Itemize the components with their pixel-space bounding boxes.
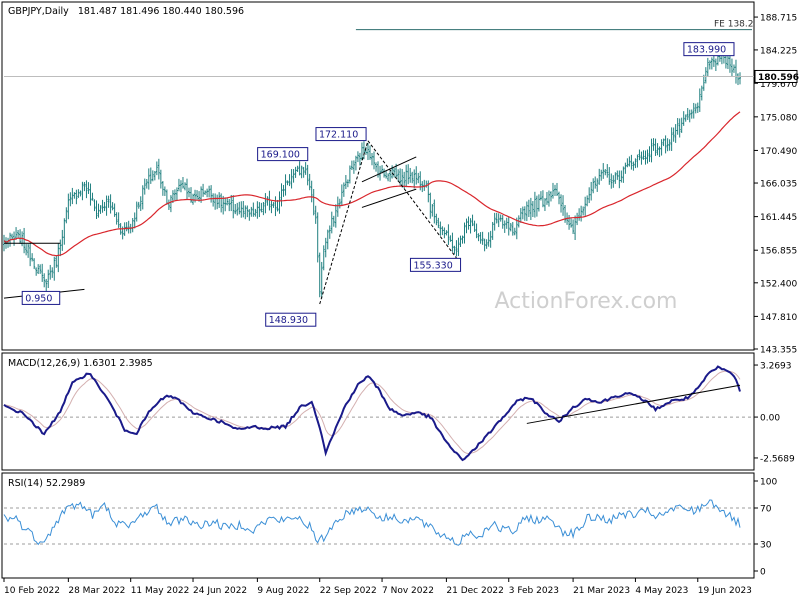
rsi-title: RSI(14) 52.2989 [8,478,85,489]
price-annotation-box [683,42,735,57]
price-annotation-label: 148.930 [269,315,308,326]
price-annotation-label: 183.990 [687,45,726,56]
macd-trendline [526,384,741,424]
x-tick-label: 7 Nov 2022 [382,586,434,596]
price-tick-label: 152.400 [760,279,797,289]
price-annotation-label: 172.110 [319,130,358,141]
price-annotation-label: 169.100 [261,150,300,161]
price-annotation-label: 0.950 [25,293,52,304]
price-annotation-box [409,257,462,272]
macd-panel-frame [1,352,755,471]
x-tick-label: 4 May 2023 [635,586,688,596]
watermark: ActionForex.com [495,289,678,314]
x-tick-label: 22 Sep 2022 [320,586,377,596]
wedge-line [361,188,417,208]
price-tick-label: 175.080 [760,113,797,123]
wedge-line [361,156,417,183]
ma-line [3,111,741,257]
price-tick-label: 170.490 [760,147,797,157]
rsi-line [3,499,741,546]
symbol-label: GBPJPY,Daily [8,6,69,17]
last-price-box [754,69,798,83]
chart-header: GBPJPY,Daily 181.487 181.496 180.440 180… [8,6,244,17]
rsi-indicator: 100 70 30 0 [3,478,777,578]
swing-line [367,140,457,259]
price-annotation-box [257,147,309,162]
price-annotation-box [21,290,61,305]
x-tick-label: 21 Mar 2023 [573,586,630,596]
price-tick-label: 166.035 [760,180,797,190]
rsi-tick-label: 30 [760,541,772,551]
price-tick-label: 156.855 [760,247,797,257]
price-annotation-box [265,312,317,327]
price-annotations: 180.596 FE 138.2 183.990 172.110 169.100 155.… [3,20,799,327]
x-tick-label: 9 Aug 2022 [257,586,309,596]
price-panel-frame [1,1,755,351]
rsi-tick-label: 70 [760,505,772,515]
fe-label: FE 138.2 [714,20,754,30]
x-axis: 10 Feb 2022 28 Mar 2022 11 May 2022 24 Jun … [3,578,752,596]
moving-average [3,111,741,257]
last-price-label: 180.596 [758,73,799,83]
x-tick-label: 19 Jun 2023 [698,586,752,596]
price-candles [3,46,741,299]
rsi-panel-frame [1,472,755,579]
macd-line [3,365,741,462]
price-tick-label: 179.670 [760,80,797,90]
macd-indicator: 3.2693 0.00 -2.5689 [3,362,795,464]
macd-tick-label: 3.2693 [760,362,792,372]
macd-tick-label: 0.00 [760,414,780,424]
swing-line [319,140,369,305]
x-tick-label: 10 Feb 2022 [4,586,60,596]
rsi-tick-label: 0 [760,568,766,578]
price-tick-label: 184.225 [760,46,797,56]
ohlc-values: 181.487 181.496 180.440 180.596 [78,6,244,17]
price-tick-label: 147.810 [760,313,797,323]
price-annotation-box [315,127,367,142]
x-tick-label: 3 Feb 2023 [509,586,559,596]
x-tick-label: 11 May 2022 [131,586,190,596]
price-axis: 188.715 184.225 179.670 175.080 170.490 166.0… [754,14,797,356]
x-tick-label: 24 Jun 2022 [193,586,247,596]
price-tick-label: 161.445 [760,213,797,223]
macd-title: MACD(12,26,9) 1.6301 2.3985 [8,358,153,369]
rsi-tick-label: 100 [760,478,777,488]
macd-tick-label: -2.5689 [760,454,795,464]
price-tick-label: 143.355 [760,346,797,356]
price-annotation-label: 155.330 [413,260,452,271]
x-tick-label: 28 Mar 2022 [68,586,125,596]
macd-signal-line [3,370,741,455]
x-tick-label: 21 Dec 2022 [446,586,504,596]
price-tick-label: 188.715 [760,14,797,24]
